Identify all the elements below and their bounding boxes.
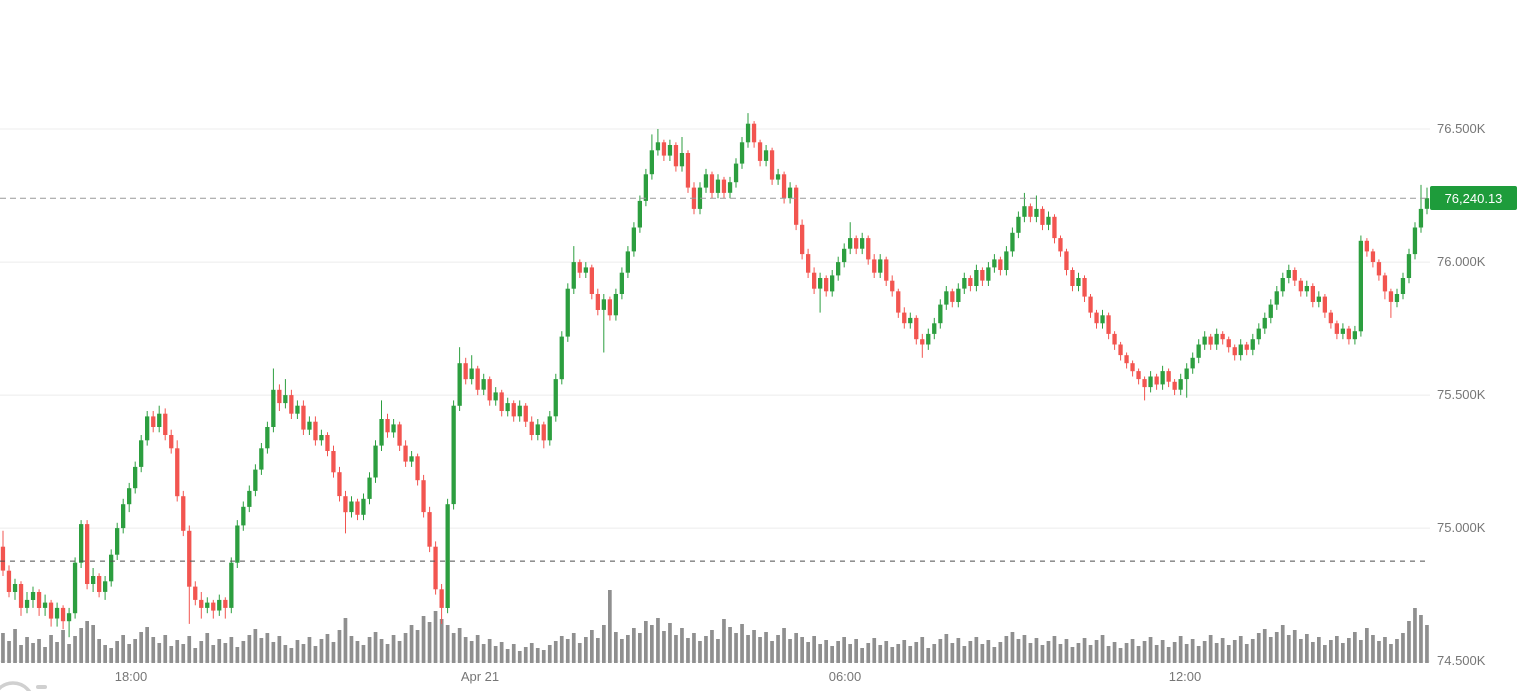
price-tick-label: 76.500K	[1437, 121, 1486, 137]
time-axis[interactable]: 18:00 Apr 21 06:00 12:00	[0, 663, 1430, 691]
tradingview-watermark-icon[interactable]	[0, 675, 62, 691]
watermark-partial-logo-icon	[0, 681, 47, 691]
chart-plot-area[interactable]	[0, 0, 1430, 663]
time-tick-label: 18:00	[114, 669, 148, 684]
current-price-badge: 76,240.13	[1430, 186, 1517, 211]
volume-bars	[1, 590, 1429, 663]
grid-lines	[0, 128, 1430, 662]
time-tick-label: 06:00	[828, 669, 862, 684]
price-axis[interactable]: 76.500K 76.000K 75.500K 75.000K 74.500K …	[1430, 0, 1519, 668]
price-tick-label: 75.500K	[1437, 387, 1486, 403]
time-tick-label: Apr 21	[460, 669, 500, 684]
price-tick-label: 76.000K	[1437, 254, 1486, 270]
chart-canvas[interactable]	[0, 0, 1430, 663]
candles	[0, 113, 1430, 638]
price-tick-label: 75.000K	[1437, 520, 1486, 536]
time-tick-label: 12:00	[1168, 669, 1202, 684]
price-tick-label: 74.500K	[1437, 653, 1486, 669]
